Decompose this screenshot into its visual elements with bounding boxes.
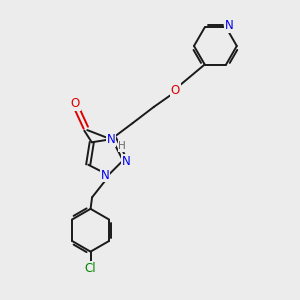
Text: Cl: Cl xyxy=(85,262,96,275)
Text: N: N xyxy=(100,169,109,182)
Text: N: N xyxy=(225,20,234,32)
Text: O: O xyxy=(71,98,80,110)
Text: O: O xyxy=(171,84,180,97)
Text: N: N xyxy=(122,155,130,168)
Text: N: N xyxy=(107,133,116,146)
Text: H: H xyxy=(118,141,126,151)
